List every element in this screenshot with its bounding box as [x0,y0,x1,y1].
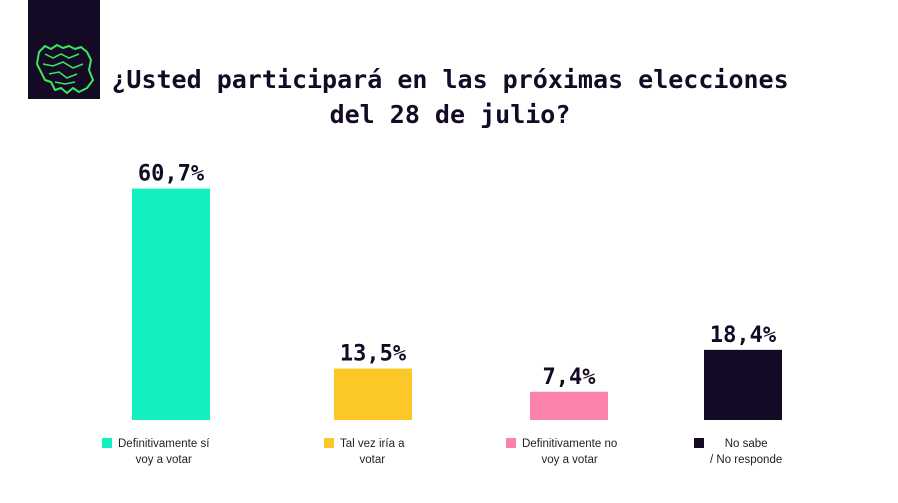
chart-title-line-2: del 28 de julio? [329,100,571,129]
legend-label: No sabe / No responde [710,438,783,466]
legend-label: Tal vez iría a votar [340,438,405,466]
bar-0 [132,188,210,420]
bar-value-label-0: 60,7% [138,162,205,187]
venezuela-map-icon [36,44,94,94]
legend-swatch [694,438,704,448]
legend-swatch [102,438,112,448]
bar-value-label-3: 18,4% [710,323,777,348]
bar-1 [334,368,412,420]
legend-swatch [324,438,334,448]
logo [28,0,100,99]
chart-title-line-1: ¿Usted participará en las próximas elecc… [111,65,789,94]
bar-value-label-1: 13,5% [340,342,407,367]
bar-2 [530,391,608,420]
bar-value-label-2: 7,4% [543,365,597,390]
legend-label: Definitivamente no voy a votar [522,438,618,466]
legend-label: Definitivamente sí voy a votar [118,438,210,466]
legend-swatch [506,438,516,448]
bar-3 [704,349,782,420]
chart-title: ¿Usted participará en las próximas elecc… [100,62,800,132]
